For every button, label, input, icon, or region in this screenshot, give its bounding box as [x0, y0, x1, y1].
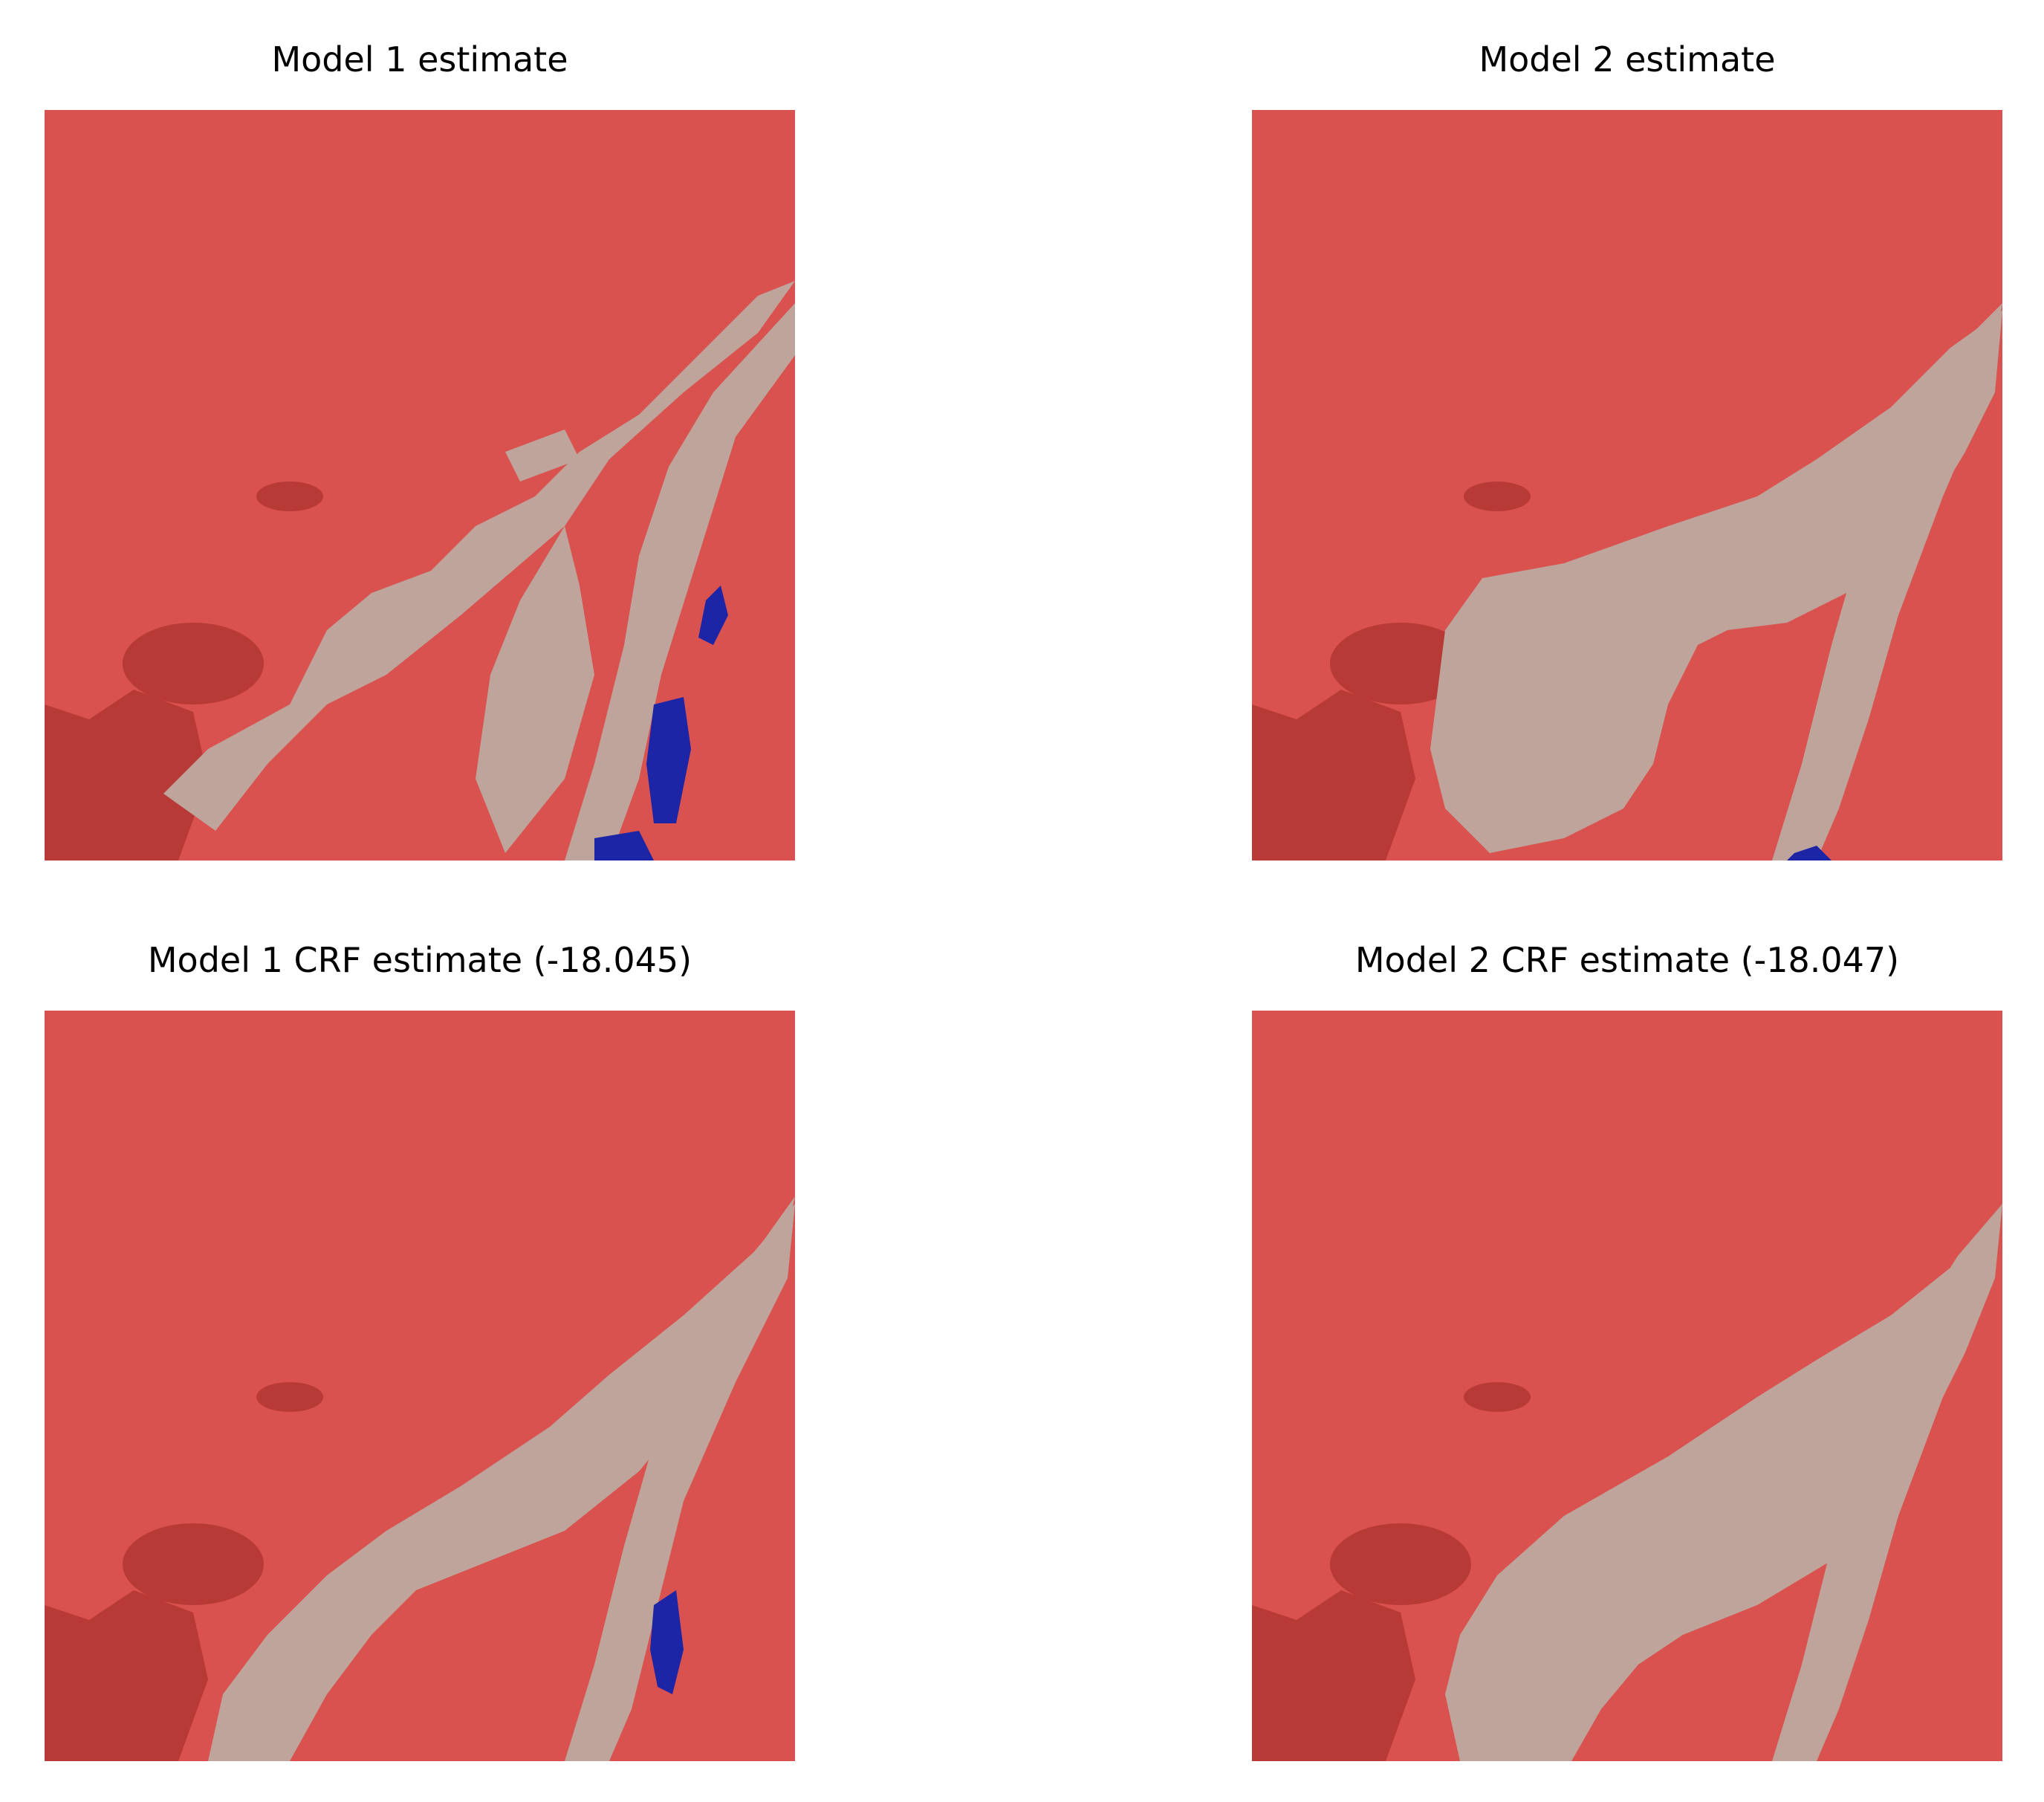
- sediment-class-region: [163, 281, 795, 831]
- segmentation-panel-model-1-crf: [45, 1011, 795, 1761]
- water-class-region: [646, 697, 691, 823]
- segmentation-map-model-1: [45, 110, 795, 861]
- segmentation-panel-model-2-crf: [1252, 1011, 2002, 1761]
- water-class-region: [698, 586, 728, 645]
- sediment-class-region: [565, 1204, 795, 1761]
- dark-rock-region: [1330, 623, 1471, 704]
- dark-rock-region: [1464, 482, 1531, 511]
- dark-rock-region: [123, 623, 264, 704]
- sediment-class-region: [1445, 1204, 2002, 1761]
- segmentation-map-model-2: [1252, 110, 2002, 861]
- panel-title-model-2: Model 2 estimate: [1479, 39, 1776, 80]
- segmentation-panel-model-2: [1252, 110, 2002, 861]
- segmentation-map-model-1-crf: [45, 1011, 795, 1761]
- sediment-class-region: [1772, 1204, 2002, 1761]
- dark-rock-region: [256, 1382, 323, 1412]
- sediment-class-region: [505, 430, 580, 482]
- dark-rock-region: [45, 690, 208, 861]
- dark-rock-region: [256, 482, 323, 511]
- sediment-class-region: [208, 1196, 795, 1761]
- segmentation-panel-model-1: [45, 110, 795, 861]
- sediment-class-region: [565, 303, 795, 861]
- dark-rock-region: [1464, 1382, 1531, 1412]
- dark-rock-region: [123, 1523, 264, 1605]
- sediment-class-region: [1772, 303, 2002, 861]
- sediment-class-region: [476, 526, 594, 853]
- dark-rock-region: [1252, 690, 1415, 861]
- water-class-region: [650, 1590, 684, 1694]
- panel-title-model-1-crf: Model 1 CRF estimate (-18.045): [147, 940, 692, 980]
- dark-rock-region: [1252, 1590, 1415, 1761]
- water-class-region: [594, 831, 654, 861]
- dark-rock-region: [1330, 1523, 1471, 1605]
- dark-rock-region: [45, 1590, 208, 1761]
- sediment-class-region: [1430, 311, 2002, 853]
- water-class-region: [1787, 846, 1832, 861]
- segmentation-map-model-2-crf: [1252, 1011, 2002, 1761]
- panel-title-model-1: Model 1 estimate: [271, 39, 568, 80]
- panel-title-model-2-crf: Model 2 CRF estimate (-18.047): [1354, 940, 1900, 980]
